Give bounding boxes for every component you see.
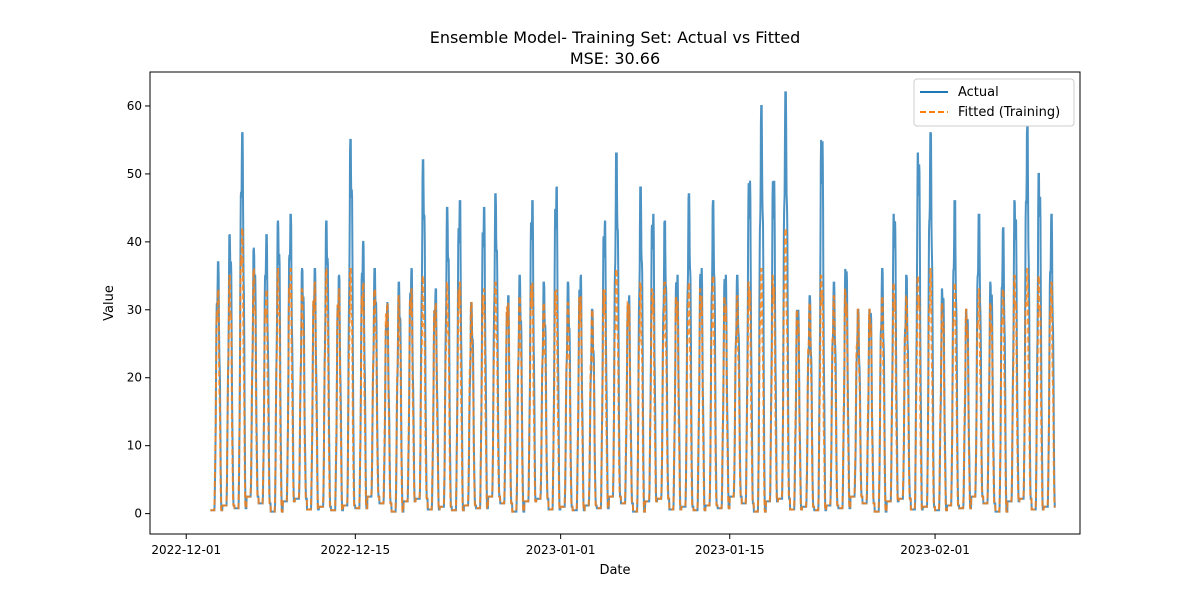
legend: Actual Fitted (Training): [913, 78, 1075, 127]
y-tick-label: 20: [127, 371, 142, 385]
series-line-fitted: [210, 227, 1056, 513]
y-tick-label: 10: [127, 439, 142, 453]
x-axis: 2022-12-01 2022-12-15 2023-01-01 2023-01-15…: [151, 534, 970, 557]
y-axis: 0 10 20 30 40 50 60: [127, 99, 150, 521]
y-tick-label: 0: [134, 507, 142, 521]
x-tick-label: 2022-12-01: [151, 543, 221, 557]
series-line-actual: [210, 91, 1056, 513]
x-tick-label: 2022-12-15: [320, 543, 390, 557]
y-tick-label: 40: [127, 235, 142, 249]
x-tick-label: 2023-02-01: [900, 543, 970, 557]
y-axis-label: Value: [102, 285, 117, 321]
x-tick-label: 2023-01-01: [526, 543, 596, 557]
plot-frame: [149, 71, 1081, 535]
y-tick-label: 30: [127, 303, 142, 317]
legend-box: [913, 78, 1075, 127]
plot-content: [210, 91, 1056, 513]
chart-title: Ensemble Model- Training Set: Actual vs …: [430, 28, 801, 47]
x-axis-label: Date: [599, 563, 630, 578]
y-tick-label: 50: [127, 167, 142, 181]
chart-subtitle: MSE: 30.66: [570, 49, 660, 68]
legend-label-fitted: Fitted (Training): [958, 105, 1060, 120]
legend-label-actual: Actual: [958, 85, 999, 100]
x-tick-label: 2023-01-15: [695, 543, 765, 557]
y-tick-label: 60: [127, 99, 142, 113]
